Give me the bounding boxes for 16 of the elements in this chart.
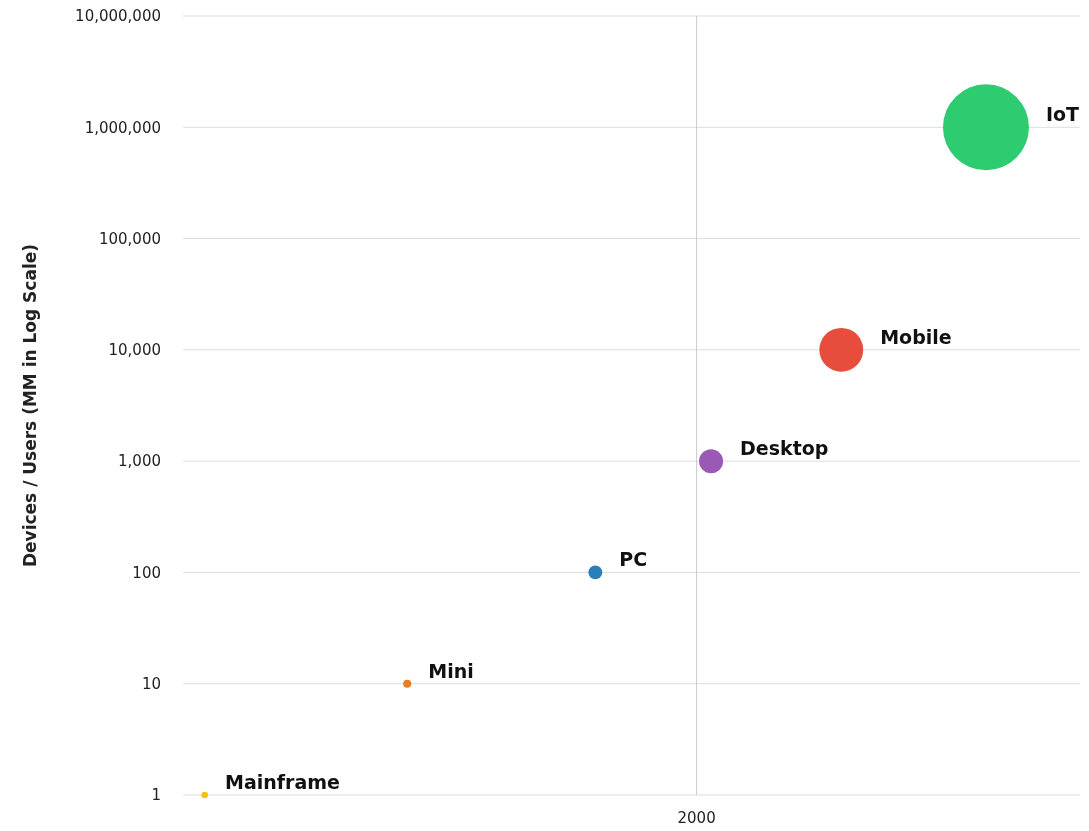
series-label: Mobile [880,325,952,348]
series-label: Mainframe [225,771,340,793]
series-label: IoT [1045,103,1080,126]
y-tick-label: 10,000,000 [75,7,161,26]
y-tick-label: 10,000 [108,341,161,360]
y-tick-label: 1,000 [118,452,161,471]
y-tick-label: 100,000 [98,229,161,248]
y-tick-label: 10 [141,674,161,693]
series-label: Desktop [740,437,829,460]
series-label: PC [619,548,648,571]
y-tick-label: 1,000,000 [84,118,161,137]
y-tick-label: 100 [132,563,161,582]
x-tick-label: 2000 [677,809,716,827]
series-label: Mini [428,659,474,682]
y-axis-title: Devices / Users (MM in Log Scale) [20,243,40,568]
y-tick-label: 1 [151,786,161,805]
